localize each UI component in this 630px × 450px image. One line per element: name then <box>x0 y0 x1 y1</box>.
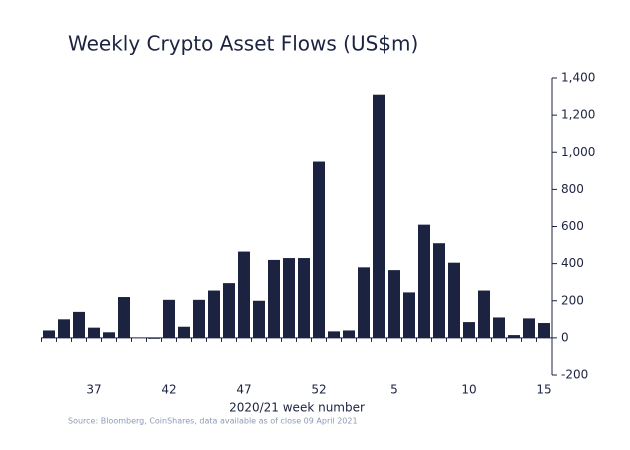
bar <box>73 311 85 338</box>
bar <box>298 258 310 338</box>
x-tick-label: 37 <box>86 383 101 397</box>
bar <box>193 299 205 338</box>
y-tick-label: 800 <box>561 182 584 196</box>
bar <box>238 251 250 338</box>
x-tick-label: 15 <box>536 383 551 397</box>
bar <box>268 259 280 338</box>
y-tick-label: -200 <box>561 368 588 382</box>
y-tick-label: 400 <box>561 256 584 270</box>
x-tick-label: 10 <box>461 383 476 397</box>
bar <box>388 270 400 338</box>
bar <box>163 299 175 338</box>
x-tick-label: 47 <box>236 383 251 397</box>
y-tick-label: 1,000 <box>561 145 595 159</box>
bar <box>508 335 520 338</box>
bar <box>313 161 325 338</box>
x-tick-label: 5 <box>390 383 398 397</box>
bar <box>103 332 115 338</box>
bar <box>373 94 385 338</box>
bar <box>358 267 370 338</box>
x-axis-label: 2020/21 week number <box>229 401 365 415</box>
y-tick-label: 1,200 <box>561 108 595 122</box>
y-tick-label: 600 <box>561 219 584 233</box>
bar <box>253 300 265 338</box>
x-tick-label: 52 <box>311 383 326 397</box>
y-tick-label: 1,400 <box>561 71 595 85</box>
bar <box>343 330 355 338</box>
bar <box>208 290 220 338</box>
bar <box>463 322 475 338</box>
bar <box>43 330 55 338</box>
bar <box>403 292 415 338</box>
bar <box>88 327 100 338</box>
bar <box>223 283 235 338</box>
bar <box>283 258 295 338</box>
bar <box>58 319 70 338</box>
bar <box>178 326 190 338</box>
bar <box>418 224 430 338</box>
bar <box>118 297 130 338</box>
bar <box>478 290 490 338</box>
x-tick-label: 42 <box>161 383 176 397</box>
bar <box>523 318 535 338</box>
y-tick-label: 200 <box>561 293 584 307</box>
y-tick-label: 0 <box>561 330 569 344</box>
bar <box>448 262 460 338</box>
bar <box>148 337 160 339</box>
source-note: Source: Bloomberg, CoinShares, data avai… <box>68 417 358 426</box>
bar <box>538 323 550 338</box>
bar <box>433 243 445 338</box>
bar <box>328 331 340 338</box>
chart-title: Weekly Crypto Asset Flows (US$m) <box>68 32 418 56</box>
bar <box>493 317 505 338</box>
